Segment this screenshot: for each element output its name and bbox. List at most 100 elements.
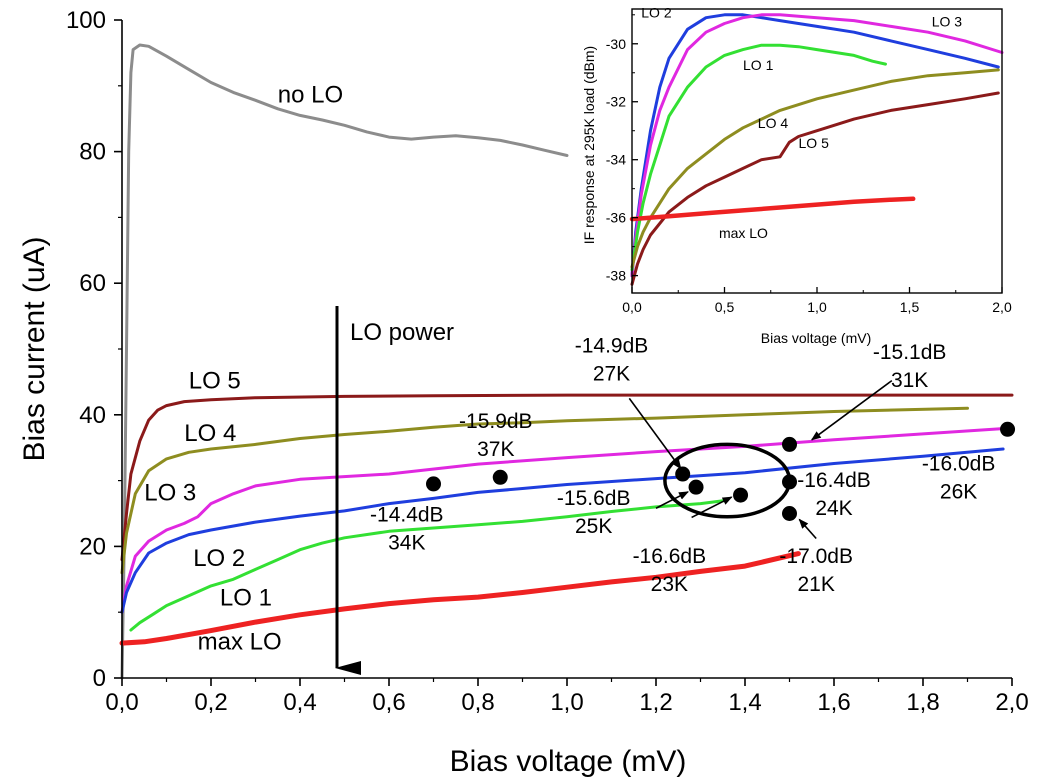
inset-x-tick-label: 2,0 (992, 299, 1012, 315)
data-marker-4 (688, 479, 704, 495)
annotation-4: -14.4dB 34K (370, 503, 444, 554)
inset-background (632, 9, 1002, 293)
main-series-label-lo-3: LO 3 (144, 479, 196, 506)
inset-series-lo-3 (630, 13, 1004, 278)
annotation-temperature-value: 23K (651, 573, 688, 596)
annotation-temperature-value: 27K (593, 362, 630, 385)
main-x-tick-label: 1,8 (906, 689, 939, 716)
lo-power-label: LO power (350, 319, 454, 346)
inset-y-tick-label: -30 (606, 36, 626, 52)
inset-series-label-lo-2: LO 2 (641, 5, 672, 21)
main-x-tick-label: 0,0 (105, 689, 138, 716)
annotation-9: -17.0dB 21K (779, 545, 853, 596)
annotation-2: -15.9dB 37K (459, 410, 533, 461)
annotation-noise-value: -15.9dB (459, 410, 533, 433)
inset-y-tick-label: -36 (606, 210, 626, 226)
data-marker-5 (733, 487, 749, 503)
inset-series-lo-2 (630, 13, 1000, 278)
main-series-label-lo-2: LO 2 (193, 545, 245, 572)
main-chart: 0,0 0,2 0,4 0,6 0,8 1,0 1,2 1,4 1,6 1,8 2,0 0 20 40 60… (18, 7, 1029, 778)
data-marker-9 (1000, 421, 1016, 437)
inset-series-group (629, 13, 1004, 286)
inset-y-tick-label: -38 (606, 268, 626, 284)
inset-y-tick-label: -34 (606, 152, 626, 168)
annotation-1: -14.9dB 27K (575, 334, 649, 385)
annotation-noise-value: -14.9dB (575, 334, 649, 357)
inset-x-axis-title: Bias voltage (mV) (761, 330, 871, 346)
main-series-lo-1 (129, 498, 729, 632)
inset-y-axis-title: IF response at 295K load (dBm) (581, 46, 597, 244)
main-series-lo-4 (120, 406, 969, 575)
data-marker-2 (492, 469, 508, 485)
annotation-5: -16.6dB 23K (633, 545, 707, 596)
main-series-label-lo-1: LO 1 (220, 585, 272, 612)
annotation-temperature-value: 34K (388, 531, 425, 554)
main-x-axis-title: Bias voltage (mV) (450, 745, 687, 778)
annotation-temperature-value: 21K (798, 573, 835, 596)
inset-x-tick-label: 0,5 (715, 299, 735, 315)
inset-chart: 0,0 0,5 1,0 1,5 2,0 -38 -36 -34 -32 -30 LO 2 LO 3 LO… (581, 5, 1012, 346)
inset-series-label-lo-1: LO 1 (743, 57, 774, 73)
annotation-6: -15.1dB 31K (873, 341, 947, 392)
inset-series-max-lo (629, 196, 916, 222)
annotation-temperature-value: 24K (815, 497, 852, 520)
main-x-tick-label: 1,0 (550, 689, 583, 716)
main-series-max-lo (119, 551, 801, 646)
main-y-tick-label: 60 (79, 270, 106, 297)
main-series-lo-5 (120, 393, 1014, 562)
annotation-3: -15.6dB 25K (557, 487, 631, 538)
pointer-arrow-4 (810, 379, 893, 441)
main-series-label-max-lo: max LO (198, 629, 282, 656)
inset-x-tick-label: 0,0 (622, 299, 642, 315)
inset-text-group: 0,0 0,5 1,0 1,5 2,0 -38 -36 -34 -32 -30 LO 2 LO 3 LO… (606, 5, 1012, 315)
annotation-temperature-value: 37K (477, 438, 514, 461)
inset-x-tick-label: 1,5 (900, 299, 920, 315)
main-series-no-lo (120, 43, 569, 680)
data-marker-1 (426, 476, 441, 492)
inset-series-label-lo-4: LO 4 (758, 115, 789, 131)
annotation-noise-value: -14.4dB (370, 503, 444, 526)
annotation-7: -16.4dB 24K (797, 469, 871, 520)
annotation-8: -16.0dB 26K (922, 453, 996, 504)
main-x-tick-label: 0,4 (283, 689, 316, 716)
annotation-noise-value: -15.6dB (557, 487, 631, 510)
inset-series-label-lo-5: LO 5 (799, 135, 830, 151)
inset-series-lo-5 (630, 91, 1000, 286)
main-x-tick-label: 1,2 (639, 689, 672, 716)
main-series-label-lo-5: LO 5 (189, 367, 241, 394)
inset-series-label-max-lo: max LO (719, 225, 768, 241)
annotation-noise-value: -16.6dB (633, 545, 707, 568)
main-y-tick-label: 0 (93, 665, 106, 692)
annotation-noise-value: -17.0dB (779, 545, 853, 568)
pointer-arrow-2 (655, 491, 689, 509)
inset-series-lo-4 (630, 68, 1000, 269)
data-marker-6 (782, 436, 797, 452)
main-y-tick-label: 80 (79, 139, 106, 166)
main-x-tick-label: 2,0 (995, 689, 1028, 716)
inset-y-tick-label: -32 (606, 94, 626, 110)
main-annotation-shapes (335, 306, 893, 675)
annotation-noise-value: -15.1dB (873, 341, 947, 364)
annotation-noise-value: -16.0dB (922, 453, 996, 476)
pointer-arrow-1 (628, 397, 682, 470)
inset-series-lo-1 (630, 43, 887, 272)
main-y-tick-label: 40 (79, 402, 106, 429)
main-series-lo-2 (120, 447, 1005, 614)
annotation-temperature-value: 25K (575, 515, 612, 538)
annotation-temperature-value: 31K (891, 369, 928, 392)
data-marker-8 (782, 506, 797, 521)
main-y-tick-label: 100 (66, 7, 106, 34)
main-series-group (119, 43, 1014, 680)
main-series-label-lo-4: LO 4 (184, 420, 236, 447)
main-x-tick-label: 1,4 (728, 689, 761, 716)
highlight-ellipse (663, 442, 792, 519)
pointer-arrow-3 (691, 496, 733, 519)
data-marker-3 (675, 466, 691, 482)
main-x-tick-label: 0,6 (372, 689, 405, 716)
annotation-noise-value: -16.4dB (797, 469, 871, 492)
inset-series-label-lo-3: LO 3 (932, 13, 963, 29)
pointer-arrow-5 (798, 518, 817, 540)
main-y-tick-label: 20 (79, 533, 106, 560)
main-series-label-no-lo: no LO (278, 81, 343, 108)
inset-x-tick-label: 1,0 (807, 299, 827, 315)
